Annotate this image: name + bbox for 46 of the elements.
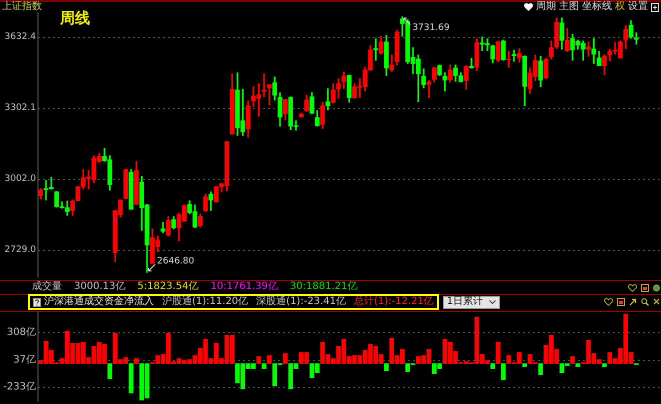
bar (602, 363, 607, 367)
y-tick-label: 3002.0 (4, 174, 36, 184)
bar (128, 363, 134, 394)
candlestick (469, 58, 474, 69)
text: 主图 (559, 1, 579, 13)
bar (501, 363, 506, 380)
bar (107, 363, 112, 380)
text: 10:1761.39亿 (210, 281, 278, 293)
candlestick (512, 50, 516, 62)
bar (538, 363, 543, 376)
y-tick-label: 37亿 (13, 354, 36, 366)
candlestick (262, 73, 266, 98)
bar (496, 342, 500, 364)
chart-title: 上证指数 (2, 1, 42, 13)
annotation: 2646.80 (157, 256, 195, 267)
text: 周期 (536, 1, 556, 13)
bar (522, 363, 527, 367)
text: 5:1823.54亿 (137, 281, 198, 293)
text: 坐标线 (582, 1, 612, 13)
text: 深股通(1):-23.41亿 (256, 296, 346, 308)
text: 30:1881.21亿 (290, 281, 358, 293)
dropdown: 1日累计 (442, 296, 500, 308)
bar (267, 355, 272, 364)
y-tick-label: 3302.1 (4, 103, 36, 114)
bar (134, 358, 139, 364)
text: 沪股通(1):11.20亿 (162, 296, 248, 308)
y-tick-label: -233亿 (3, 382, 36, 393)
chart-title: 沪深港通成交资金净流入 (44, 296, 154, 308)
annotation: 3731.69 (412, 22, 450, 33)
bar (262, 363, 266, 369)
bar (256, 356, 262, 364)
y-tick-label: 3632.4 (4, 32, 36, 42)
text: 设置 (628, 1, 648, 13)
bar (490, 363, 496, 369)
y-tick-label: 2729.0 (4, 244, 36, 255)
text: 权 (615, 1, 625, 13)
bar (384, 363, 389, 371)
bar (576, 363, 580, 367)
text: 成交量 (32, 281, 62, 293)
text: 总计(1):-12.21亿 (354, 296, 434, 308)
chart-subtitle: 周线 (60, 9, 90, 27)
text: 3000.13亿 (74, 281, 126, 293)
y-tick-label: 308亿 (6, 327, 36, 338)
candlestick (586, 42, 591, 57)
bar (282, 353, 288, 364)
bar (570, 356, 575, 364)
